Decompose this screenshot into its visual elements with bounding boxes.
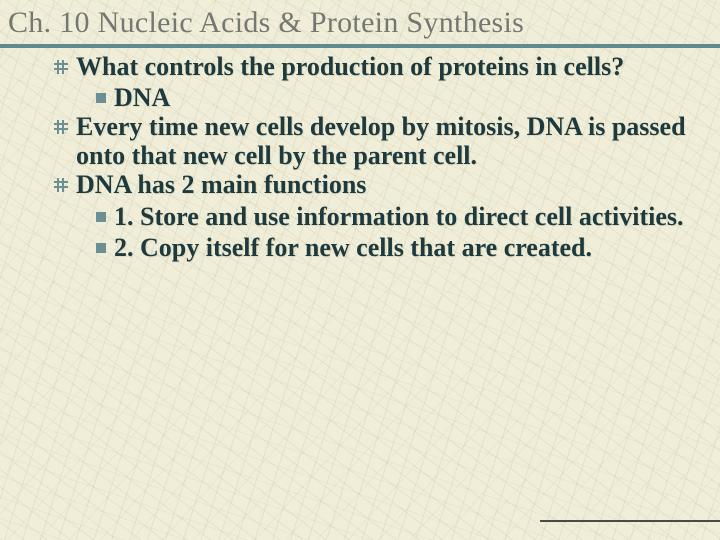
bullet-level-2: 2. Copy itself for new cells that are cr… <box>96 233 686 262</box>
bullet-text: Every time new cells develop by mitosis,… <box>76 112 686 170</box>
bullet-text: DNA <box>114 83 170 112</box>
footer-line <box>540 520 720 522</box>
bullet-level-2: 1. Store and use information to direct c… <box>96 202 686 231</box>
hash-bullet-icon <box>54 178 76 192</box>
square-bullet-icon <box>96 243 114 253</box>
hash-bullet-icon <box>54 60 76 74</box>
bullet-level-1: Every time new cells develop by mitosis,… <box>54 112 686 170</box>
bullet-level-1: DNA has 2 main functions <box>54 170 686 199</box>
bullet-level-2: DNA <box>96 83 686 112</box>
bullet-text: What controls the production of proteins… <box>76 52 624 81</box>
bullet-text: 2. Copy itself for new cells that are cr… <box>114 233 592 262</box>
hash-bullet-icon <box>54 120 76 134</box>
slide-body: What controls the production of proteins… <box>0 52 720 262</box>
square-bullet-icon <box>96 212 114 222</box>
title-underline <box>0 44 720 48</box>
bullet-text: 1. Store and use information to direct c… <box>114 202 684 231</box>
square-bullet-icon <box>96 93 114 103</box>
slide-title: Ch. 10 Nucleic Acids & Protein Synthesis <box>0 0 720 44</box>
bullet-text: DNA has 2 main functions <box>76 170 366 199</box>
bullet-level-1: What controls the production of proteins… <box>54 52 686 81</box>
